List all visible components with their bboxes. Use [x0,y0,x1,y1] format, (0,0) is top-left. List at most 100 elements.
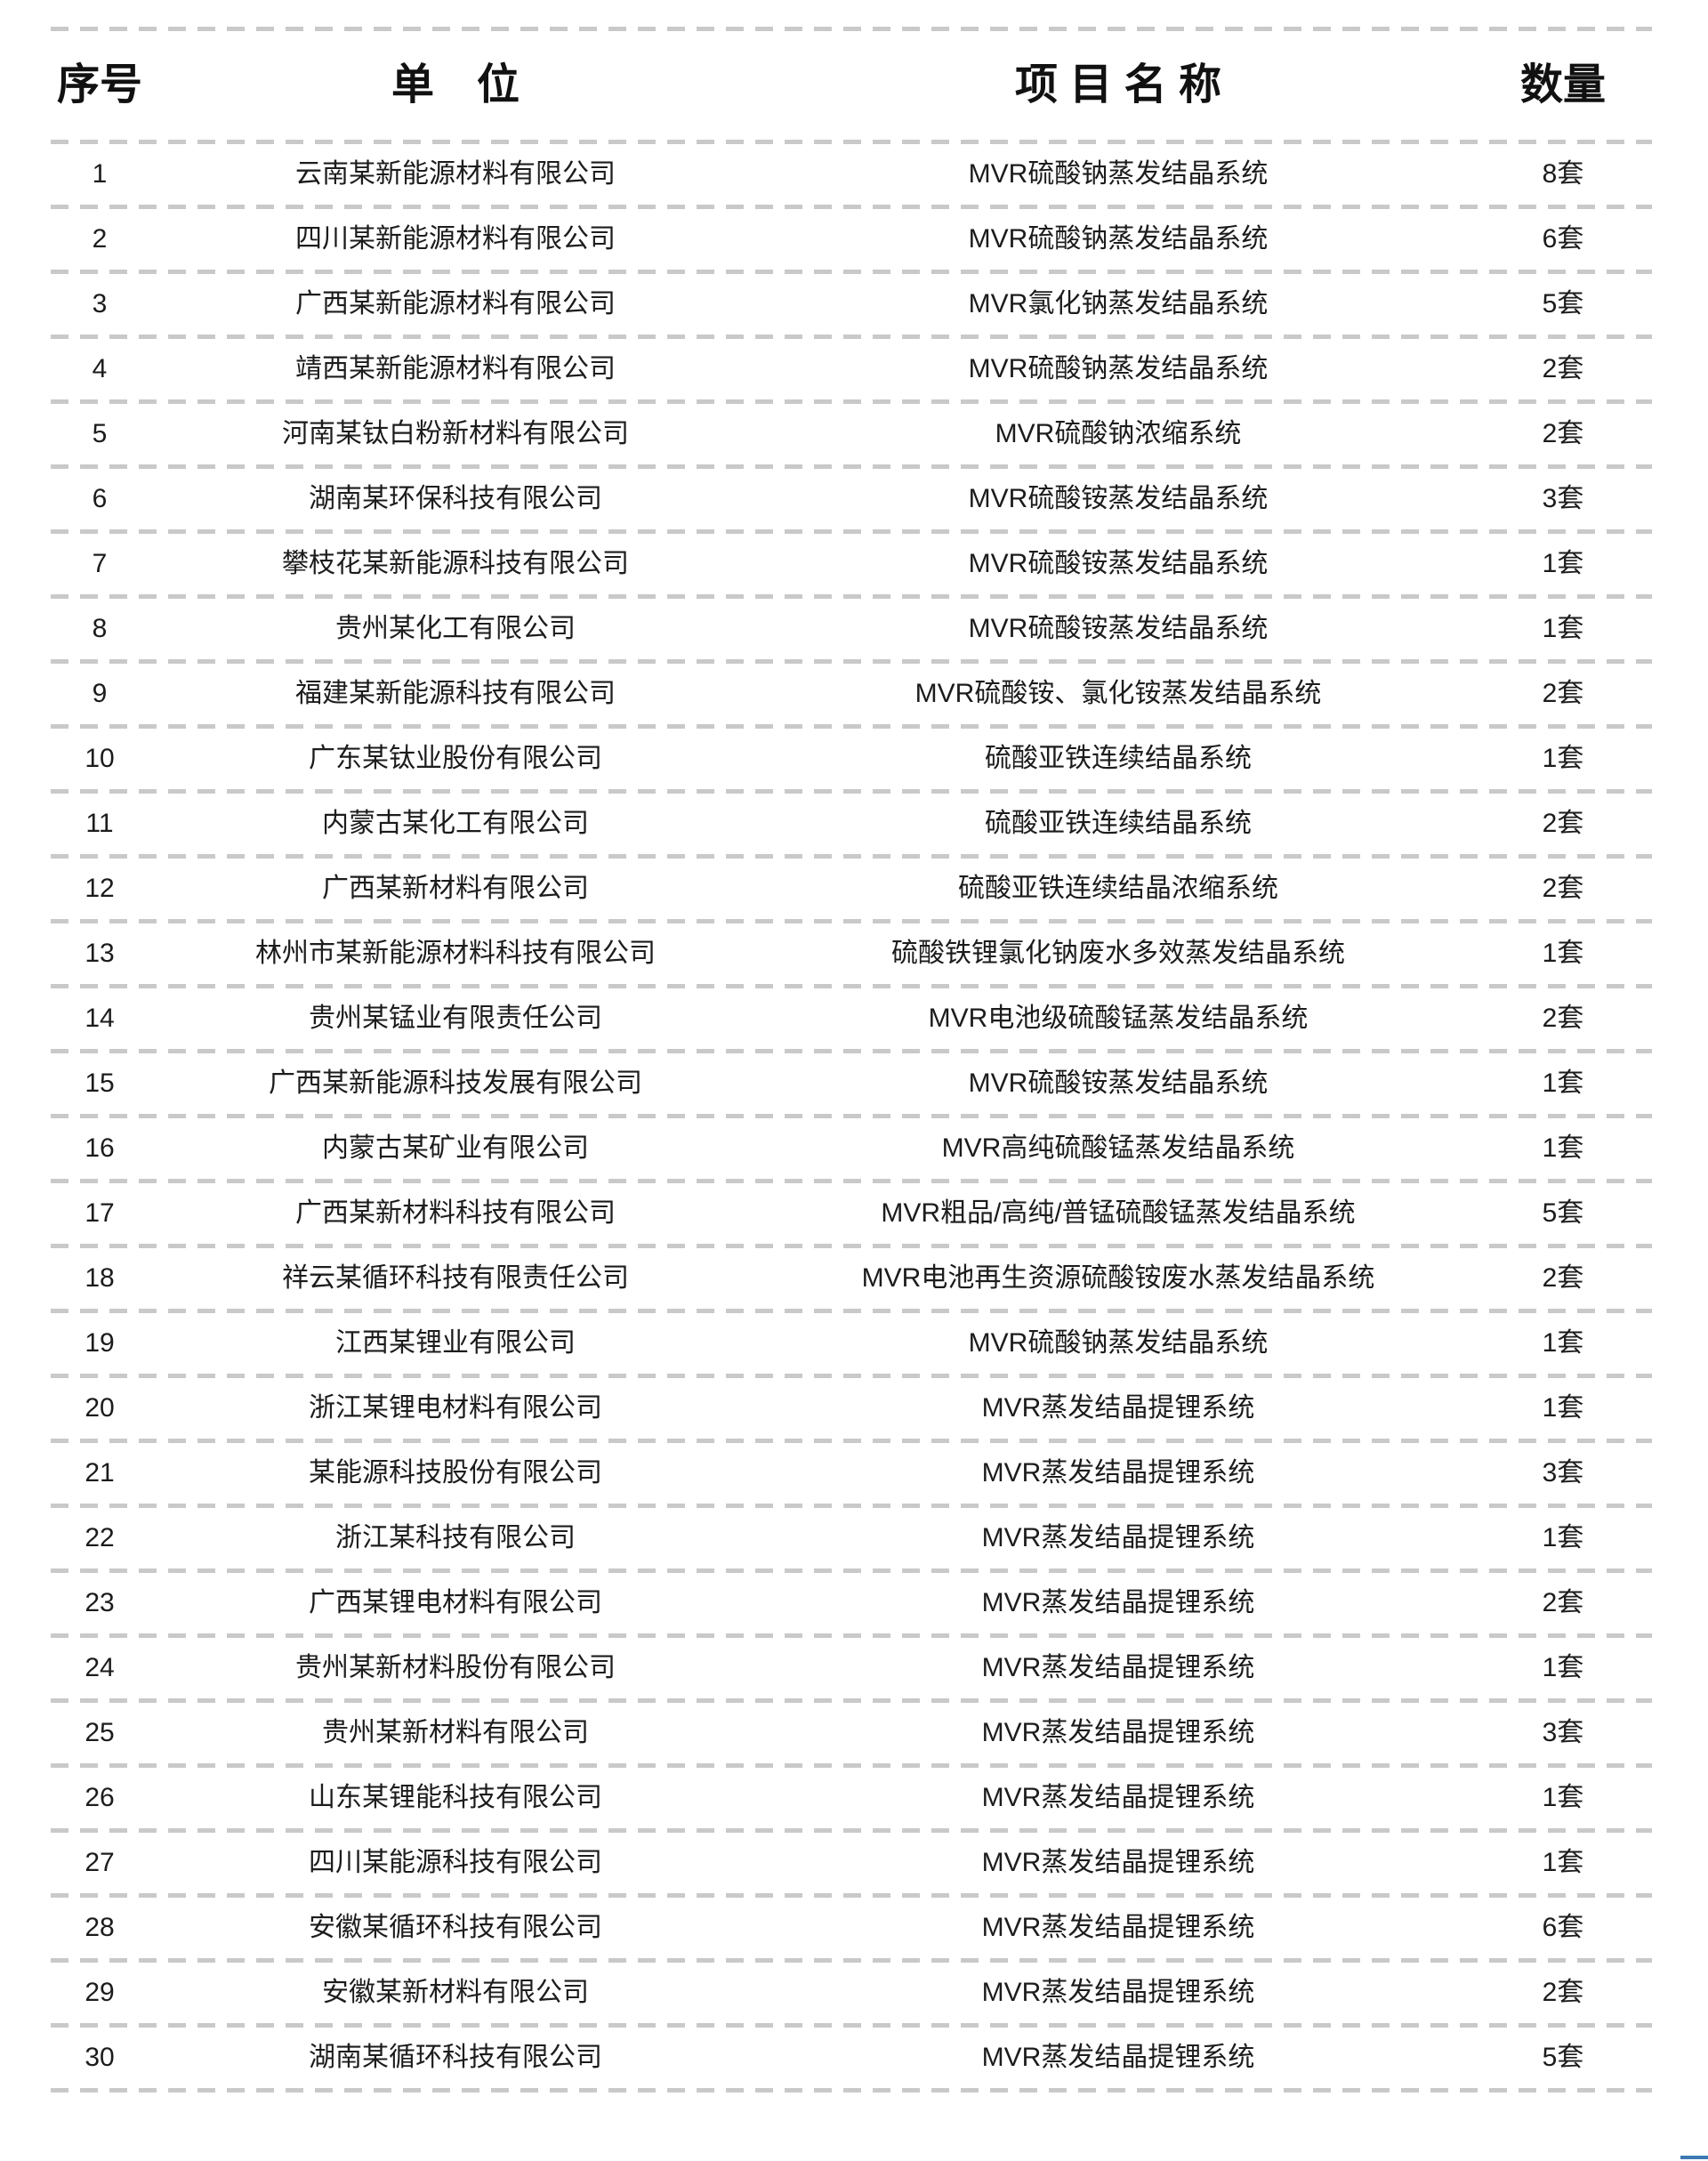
cell-unit: 广西某新能源材料有限公司 [295,288,616,319]
row-divider [51,1114,1652,1118]
cell-unit: 广西某锂电材料有限公司 [309,1587,602,1617]
cell-index: 10 [85,743,115,773]
row-divider [51,140,1652,144]
cell-project: MVR电池再生资源硫酸铵废水蒸发结晶系统 [861,1262,1375,1293]
row-divider [51,854,1652,859]
cell-quantity: 2套 [1542,1977,1584,2007]
cell-quantity: 2套 [1542,1003,1584,1033]
cell-quantity: 8套 [1542,158,1584,189]
cell-unit: 云南某新能源材料有限公司 [295,158,616,189]
cell-project: MVR硫酸钠蒸发结晶系统 [968,223,1269,254]
table-row: 8 贵州某化工有限公司 MVR硫酸铵蒸发结晶系统 1套 [51,599,1652,659]
cell-quantity: 1套 [1542,548,1584,578]
cell-index: 26 [85,1782,115,1812]
table-row: 16 内蒙古某矿业有限公司 MVR高纯硫酸锰蒸发结晶系统 1套 [51,1118,1652,1179]
cell-index: 25 [85,1717,115,1747]
table-row: 28 安徽某循环科技有限公司 MVR蒸发结晶提锂系统 6套 [51,1898,1652,1958]
cell-project: MVR硫酸铵蒸发结晶系统 [968,1068,1269,1098]
cell-quantity: 2套 [1542,1262,1584,1293]
cell-index: 11 [85,808,114,838]
cell-project: MVR硫酸钠蒸发结晶系统 [968,158,1269,189]
col-header-index: 序号 [56,61,142,109]
cell-project: MVR硫酸钠蒸发结晶系统 [968,1327,1269,1358]
table-header-row: 序号 单 位 项 目 名 称 数量 [51,31,1652,140]
row-divider [51,270,1652,274]
cell-index: 19 [85,1327,115,1358]
cell-quantity: 1套 [1542,1652,1584,1682]
table-row: 22 浙江某科技有限公司 MVR蒸发结晶提锂系统 1套 [51,1508,1652,1568]
cell-project: MVR蒸发结晶提锂系统 [981,1847,1255,1877]
cell-quantity: 1套 [1542,1782,1584,1812]
cell-quantity: 6套 [1542,223,1584,254]
cell-unit: 湖南某循环科技有限公司 [309,2042,602,2072]
row-divider [51,1698,1652,1703]
row-divider [51,1374,1652,1378]
row-divider [51,1633,1652,1638]
cell-project: 硫酸亚铁连续结晶系统 [985,808,1252,838]
cell-unit: 安徽某循环科技有限公司 [309,1912,602,1942]
table-row: 26 山东某锂能科技有限公司 MVR蒸发结晶提锂系统 1套 [51,1768,1652,1828]
cell-unit: 浙江某锂电材料有限公司 [309,1392,602,1423]
cell-unit: 贵州某锰业有限责任公司 [309,1003,602,1033]
cell-index: 2 [92,223,108,254]
table-row: 25 贵州某新材料有限公司 MVR蒸发结晶提锂系统 3套 [51,1703,1652,1763]
table-row: 11 内蒙古某化工有限公司 硫酸亚铁连续结晶系统 2套 [51,794,1652,854]
cell-index: 21 [85,1457,115,1488]
cell-project: MVR蒸发结晶提锂系统 [981,1652,1255,1682]
row-divider [51,529,1652,534]
cell-project: MVR电池级硫酸锰蒸发结晶系统 [928,1003,1309,1033]
row-divider [51,1958,1652,1963]
row-divider [51,335,1652,339]
row-divider [51,1504,1652,1508]
cell-unit: 广西某新材料有限公司 [322,873,589,903]
cell-project: 硫酸铁锂氯化钠废水多效蒸发结晶系统 [891,938,1345,968]
cell-index: 16 [85,1133,115,1163]
cell-project: MVR蒸发结晶提锂系统 [981,1522,1255,1552]
cell-quantity: 3套 [1542,483,1584,513]
cell-quantity: 1套 [1542,1133,1584,1163]
cell-index: 29 [85,1977,115,2007]
cell-quantity: 1套 [1542,1392,1584,1423]
cell-project: MVR蒸发结晶提锂系统 [981,1587,1255,1617]
cell-index: 17 [85,1197,115,1228]
cell-quantity: 1套 [1542,613,1584,643]
row-divider [51,1763,1652,1768]
cell-quantity: 2套 [1542,1587,1584,1617]
cell-quantity: 1套 [1542,1847,1584,1877]
cell-unit: 广西某新材料科技有限公司 [295,1197,616,1228]
cell-unit: 广西某新能源科技发展有限公司 [269,1068,642,1098]
cell-index: 5 [92,418,108,448]
table-row: 9 福建某新能源科技有限公司 MVR硫酸铵、氯化铵蒸发结晶系统 2套 [51,664,1652,724]
cell-index: 7 [92,548,108,578]
cell-index: 20 [85,1392,115,1423]
table-row: 18 祥云某循环科技有限责任公司 MVR电池再生资源硫酸铵废水蒸发结晶系统 2套 [51,1248,1652,1309]
cell-unit: 贵州某新材料股份有限公司 [295,1652,616,1682]
cell-quantity: 1套 [1542,743,1584,773]
col-header-project: 项 目 名 称 [1014,61,1221,109]
table-row: 27 四川某能源科技有限公司 MVR蒸发结晶提锂系统 1套 [51,1833,1652,1893]
table-row: 6 湖南某环保科技有限公司 MVR硫酸铵蒸发结晶系统 3套 [51,469,1652,529]
cell-quantity: 5套 [1542,1197,1584,1228]
cell-quantity: 1套 [1542,1327,1584,1358]
row-divider [51,1893,1652,1898]
cell-quantity: 2套 [1542,678,1584,708]
cell-index: 22 [85,1522,115,1552]
cell-project: MVR硫酸铵、氯化铵蒸发结晶系统 [914,678,1322,708]
cell-project: MVR蒸发结晶提锂系统 [981,1782,1255,1812]
cell-unit: 广东某钛业股份有限公司 [309,743,602,773]
row-divider [51,1439,1652,1443]
table-row: 7 攀枝花某新能源科技有限公司 MVR硫酸铵蒸发结晶系统 1套 [51,534,1652,594]
cell-unit: 贵州某新材料有限公司 [322,1717,589,1747]
cell-quantity: 5套 [1542,288,1584,319]
row-divider [51,205,1652,209]
cell-index: 3 [92,288,108,319]
cell-project: MVR硫酸铵蒸发结晶系统 [968,483,1269,513]
table-body: 1 云南某新能源材料有限公司 MVR硫酸钠蒸发结晶系统 8套 2 四川某新能源材料有限公司… [51,144,1652,2092]
cell-index: 14 [85,1003,115,1033]
row-divider [51,1568,1652,1573]
cell-project: 硫酸亚铁连续结晶系统 [985,743,1252,773]
row-divider [51,1244,1652,1248]
cell-quantity: 6套 [1542,1912,1584,1942]
cell-index: 13 [85,938,115,968]
cell-unit: 浙江某科技有限公司 [335,1522,576,1552]
